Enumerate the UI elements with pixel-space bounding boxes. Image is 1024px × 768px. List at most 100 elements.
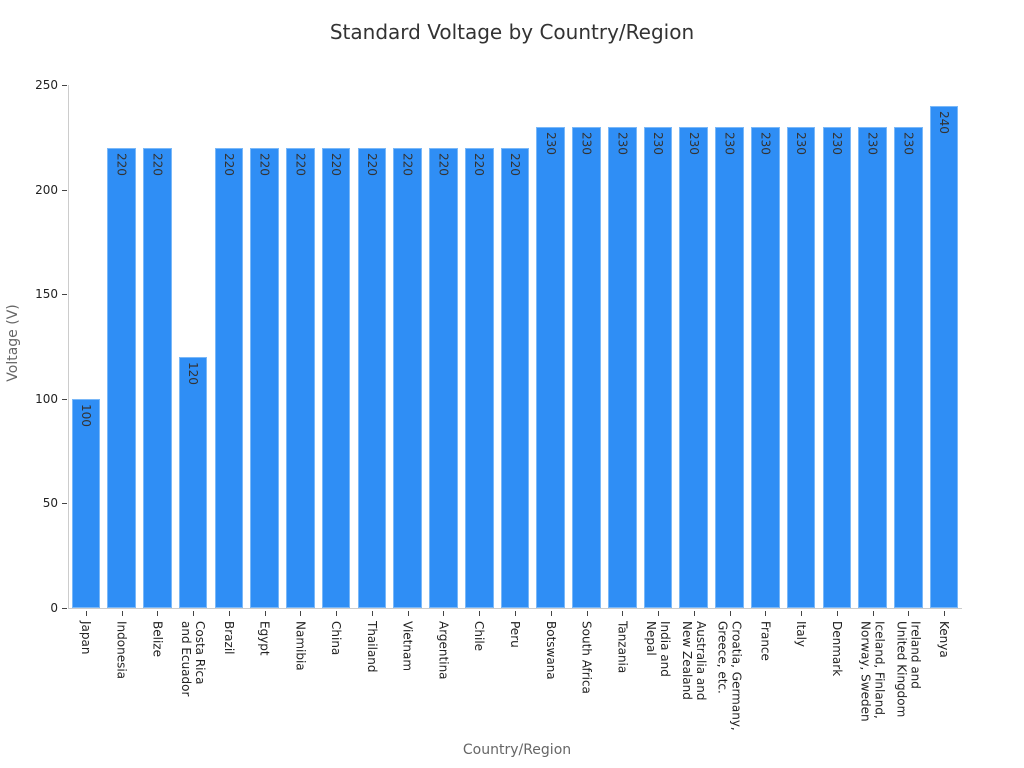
- plot-area: 0 50 100 150 200 250 100 Japan 220 Indonesia 220 Be…: [35, 78, 962, 731]
- bar-value-label: 220: [364, 152, 379, 176]
- x-tick-label: China: [329, 621, 344, 656]
- x-tick-label: Australia and New Zealand: [679, 621, 708, 701]
- x-tick: [515, 611, 516, 616]
- y-tick-label: 50: [42, 496, 58, 511]
- x-tick-label: Argentina: [436, 621, 451, 680]
- bar-value-label: 230: [865, 131, 880, 155]
- y-tick-label: 150: [35, 287, 58, 302]
- y-tick-label: 0: [50, 601, 58, 615]
- x-tick-label: Brazil: [221, 621, 236, 655]
- bar-value-label: 230: [794, 131, 809, 155]
- x-tick: [765, 611, 767, 616]
- bar: 230: [822, 126, 852, 608]
- x-tick: [658, 611, 660, 616]
- x-tick-label: Kenya: [937, 621, 952, 658]
- x-tick: [443, 611, 445, 616]
- x-tick-label: Thailand: [364, 621, 379, 673]
- bar: 230: [894, 126, 923, 608]
- y-tick: [62, 294, 67, 296]
- bar-value-label: 230: [543, 131, 558, 155]
- bar: 100: [71, 398, 101, 608]
- x-tick-label: Chile: [472, 621, 487, 652]
- x-axis-label: Country/Region: [462, 742, 572, 758]
- bar-value-label: 220: [472, 152, 487, 176]
- bar: 220: [286, 147, 315, 608]
- bar-value-label: 230: [901, 131, 916, 155]
- y-tick: [62, 503, 67, 505]
- x-tick: [872, 611, 874, 616]
- bar-value-label: 230: [722, 131, 737, 155]
- bar: 230: [751, 126, 780, 608]
- x-tick: [586, 611, 588, 616]
- x-tick-label: Costa Rica and Ecuador: [179, 621, 208, 697]
- bar-value-label: 230: [579, 131, 594, 155]
- bar: 230: [715, 126, 744, 608]
- x-tick-label: Indonesia: [114, 621, 129, 680]
- bar-value-label: 230: [651, 131, 666, 155]
- bar-value-label: 220: [400, 152, 415, 176]
- bar-value-label: 230: [615, 131, 630, 155]
- x-tick: [693, 611, 695, 616]
- x-tick: [228, 611, 230, 616]
- bar-value-label: 220: [329, 152, 344, 176]
- bar: 220: [250, 147, 279, 608]
- x-tick-label: Iceland, Finland, Norway, Sweden: [858, 621, 887, 722]
- y-tick-label: 100: [35, 391, 58, 406]
- bar: 120: [178, 356, 208, 608]
- bar: 230: [643, 126, 673, 608]
- bar-value-label: 100: [78, 403, 93, 427]
- x-tick: [801, 611, 803, 616]
- x-tick-label: Japan: [78, 621, 93, 655]
- x-tick: [193, 611, 195, 616]
- bar: 230: [858, 126, 887, 608]
- x-axis: [68, 608, 962, 609]
- x-tick-label: Namibia: [293, 621, 308, 671]
- bar-value-label: 220: [114, 152, 129, 176]
- y-tick: [62, 608, 67, 609]
- bar: 220: [214, 147, 244, 608]
- x-tick: [336, 611, 338, 616]
- bar-value-label: 120: [186, 361, 201, 385]
- bar-value-label: 220: [507, 152, 522, 176]
- x-tick: [157, 611, 159, 616]
- bar-value-label: 220: [257, 152, 272, 176]
- x-tick: [836, 611, 838, 616]
- bar: 230: [536, 126, 566, 608]
- y-tick-label: 200: [35, 182, 58, 197]
- bar: 230: [679, 126, 709, 608]
- y-axis: [68, 85, 69, 608]
- x-tick: [300, 611, 302, 616]
- bar: 220: [393, 147, 422, 608]
- bar-value-label: 240: [937, 110, 952, 134]
- y-tick: [62, 189, 67, 191]
- bar-value-label: 230: [758, 131, 773, 155]
- bar: 220: [464, 147, 494, 608]
- bar: 220: [321, 147, 351, 608]
- chart-title: Standard Voltage by Country/Region: [329, 20, 695, 44]
- x-tick: [407, 611, 409, 616]
- bar: 220: [107, 147, 136, 608]
- bar: 230: [572, 126, 601, 608]
- bar: 230: [786, 126, 816, 608]
- x-tick: [371, 611, 373, 616]
- x-tick: [479, 611, 481, 616]
- bar: 220: [429, 147, 458, 608]
- x-tick-label: Ireland and United Kingdom: [894, 621, 923, 718]
- x-tick-label: India and Nepal: [644, 621, 673, 677]
- x-tick-label: Peru: [508, 621, 522, 648]
- x-tick-label: South Africa: [579, 621, 594, 694]
- x-tick-label: Tanzania: [615, 621, 630, 674]
- x-tick: [944, 611, 946, 616]
- x-tick-label: Egypt: [257, 621, 272, 656]
- x-tick: [264, 611, 266, 616]
- x-tick-label: Denmark: [829, 621, 844, 677]
- x-tick-label: France: [758, 621, 773, 661]
- x-tick: [121, 611, 123, 616]
- bar: 220: [500, 147, 530, 608]
- bar: 220: [357, 147, 387, 608]
- bar-value-label: 220: [221, 152, 236, 176]
- x-tick-label: Vietnam: [400, 621, 415, 672]
- bar-value-label: 220: [293, 152, 308, 176]
- y-tick-label: 250: [35, 78, 58, 92]
- x-tick-label: Croatia, Germany, Greece, etc.: [715, 621, 744, 731]
